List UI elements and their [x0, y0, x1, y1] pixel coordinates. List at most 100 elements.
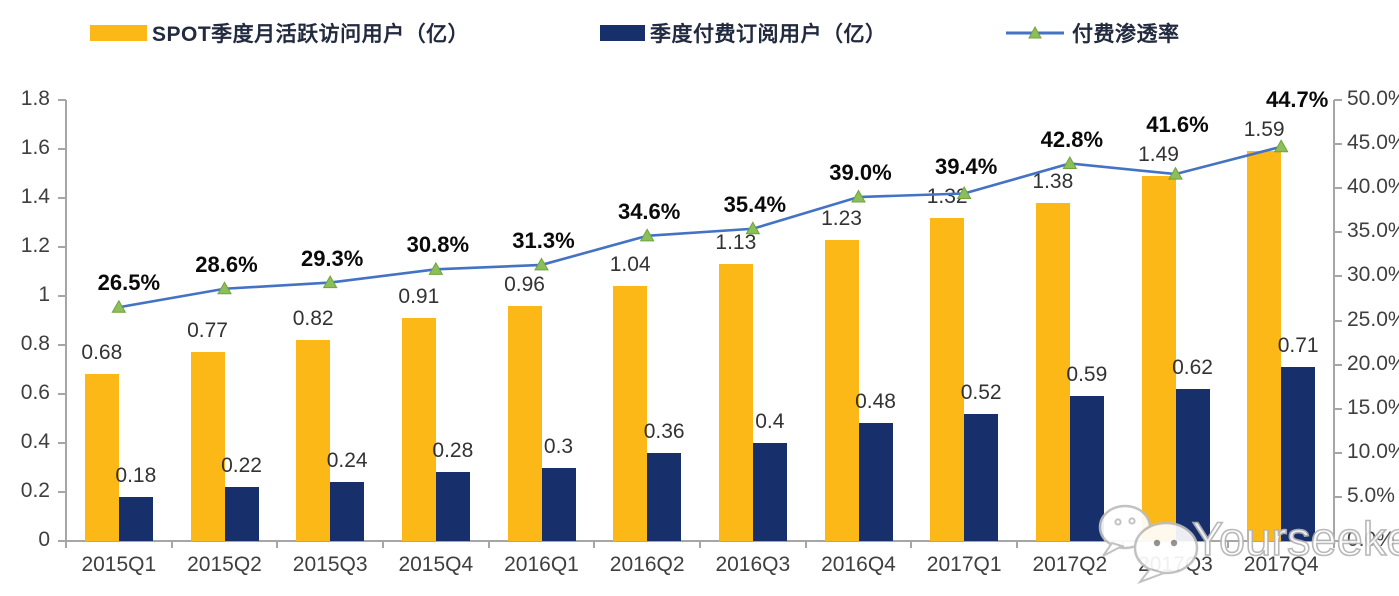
legend-item-subscribers: 季度付费订阅用户（亿）: [600, 20, 887, 46]
right-axis-tick: [1334, 407, 1342, 410]
penetration-value-label: 30.8%: [406, 232, 470, 258]
mau-value-label: 0.68: [81, 341, 123, 365]
right-axis-tick-label: 45.0%: [1347, 131, 1399, 155]
right-axis-tick-label: 5.0%: [1347, 483, 1395, 507]
mau-series-swatch: [90, 25, 147, 41]
subscribers-value-label: 0.4: [755, 410, 785, 433]
mau-value-label: 1.49: [1138, 142, 1179, 166]
x-axis-tick: [593, 541, 596, 548]
x-axis-tick: [699, 541, 701, 548]
penetration-value-label: 31.3%: [512, 227, 575, 253]
left-axis-tick-label: 0.8: [20, 332, 50, 355]
mau-value-label: 0.96: [504, 272, 545, 296]
right-axis-tick-label: 35.0%: [1347, 219, 1399, 243]
left-axis-tick-label: 0.6: [20, 381, 50, 404]
mau-value-label: 1.04: [609, 253, 651, 277]
x-axis-tick: [804, 541, 807, 548]
triangle-marker-icon: [217, 281, 232, 295]
bar-mau: [613, 286, 648, 541]
x-axis-category-label: 2016Q3: [715, 553, 791, 576]
bar-subscribers: [330, 482, 365, 541]
bar-mau: [718, 264, 753, 541]
penetration-value-label: 29.3%: [300, 245, 364, 271]
x-axis-category-label: 2015Q3: [292, 553, 368, 576]
legend-label-subscribers: 季度付费订阅用户（亿）: [650, 23, 887, 46]
penetration-value-label: 28.6%: [195, 251, 258, 277]
legend-label-mau: SPOT季度月活跃访问用户（亿）: [152, 23, 470, 46]
mau-value-label: 1.38: [1032, 169, 1074, 193]
subscribers-value-label: 0.52: [960, 380, 1002, 404]
subscribers-value-label: 0.71: [1277, 334, 1319, 358]
triangle-marker-icon: [639, 228, 655, 242]
bar-subscribers: [1069, 396, 1104, 541]
x-axis-category-label: 2017Q3: [1138, 553, 1213, 576]
right-axis-tick: [1334, 363, 1342, 366]
bar-mau: [507, 305, 542, 541]
bar-mau: [930, 217, 965, 541]
bar-subscribers: [118, 496, 153, 541]
right-axis-tick-label: 25.0%: [1347, 307, 1399, 331]
subscribers-value-label: 0.59: [1066, 363, 1108, 387]
right-axis-tick: [1334, 275, 1342, 278]
subscribers-value-label: 0.18: [115, 463, 157, 487]
bar-subscribers: [964, 413, 999, 541]
left-axis-tick: [58, 491, 66, 493]
legend-item-mau: SPOT季度月活跃访问用户（亿）: [90, 20, 469, 46]
left-axis-tick: [58, 197, 66, 199]
triangle-marker-icon: [1062, 155, 1078, 170]
mau-value-label: 1.59: [1243, 118, 1285, 142]
bar-subscribers: [752, 443, 787, 541]
subscribers-value-label: 0.62: [1172, 356, 1213, 380]
x-axis-tick: [276, 541, 279, 548]
subscribers-series-swatch: [600, 25, 645, 41]
x-axis-tick: [65, 541, 67, 548]
mau-value-label: 0.82: [292, 307, 334, 331]
x-axis-category-label: 2015Q2: [187, 553, 262, 576]
bar-subscribers: [435, 472, 470, 541]
x-axis-tick: [1121, 541, 1124, 548]
x-axis-tick: [382, 541, 384, 548]
legend-label-penetration: 付费渗透率: [1072, 23, 1180, 46]
penetration-line: [118, 145, 1282, 309]
bar-mau: [84, 374, 119, 541]
bar-subscribers: [647, 452, 682, 541]
bar-subscribers: [541, 467, 576, 541]
mau-value-label: 1.32: [926, 184, 968, 208]
x-axis-tick: [910, 541, 913, 548]
left-axis-tick-label: 1: [38, 283, 50, 306]
mau-value-label: 1.13: [715, 231, 757, 255]
x-axis-category-label: 2017Q1: [926, 553, 1002, 576]
subscribers-value-label: 0.24: [326, 449, 368, 473]
penetration-value-label: 41.6%: [1146, 111, 1209, 137]
penetration-value-label: 44.7%: [1265, 87, 1329, 113]
right-axis-tick-label: 50.0%: [1347, 87, 1399, 110]
left-axis-tick: [58, 393, 66, 395]
right-axis-tick: [1334, 187, 1342, 190]
right-axis-tick-label: 10.0%: [1347, 439, 1399, 463]
x-axis-tick: [487, 541, 490, 548]
right-axis-tick: [1334, 451, 1342, 454]
mau-value-label: 1.23: [821, 206, 862, 230]
left-axis-tick: [58, 344, 66, 346]
penetration-value-label: 34.6%: [617, 198, 681, 224]
right-axis-tick-label: 20.0%: [1347, 351, 1399, 375]
triangle-marker-icon: [534, 257, 549, 271]
line-marker-swatch-icon: [1006, 25, 1064, 39]
right-axis-tick: [1334, 143, 1342, 146]
x-axis-category-label: 2017Q2: [1032, 553, 1108, 576]
left-axis-tick-label: 1.4: [20, 185, 50, 208]
bar-subscribers: [858, 423, 893, 541]
x-axis-category-label: 2015Q1: [81, 553, 157, 576]
bar-subscribers: [224, 487, 259, 541]
right-axis-tick-label: 15.0%: [1347, 395, 1399, 419]
bar-mau: [296, 340, 331, 541]
right-axis-tick: [1334, 99, 1342, 101]
x-axis-category-label: 2016Q2: [609, 553, 685, 576]
bar-mau: [401, 318, 436, 541]
triangle-marker-icon: [428, 261, 444, 275]
right-axis-tick-label: 30.0%: [1347, 263, 1399, 287]
triangle-marker-icon: [322, 275, 338, 289]
subscribers-value-label: 0.48: [855, 390, 896, 414]
right-axis-tick: [1334, 495, 1342, 498]
